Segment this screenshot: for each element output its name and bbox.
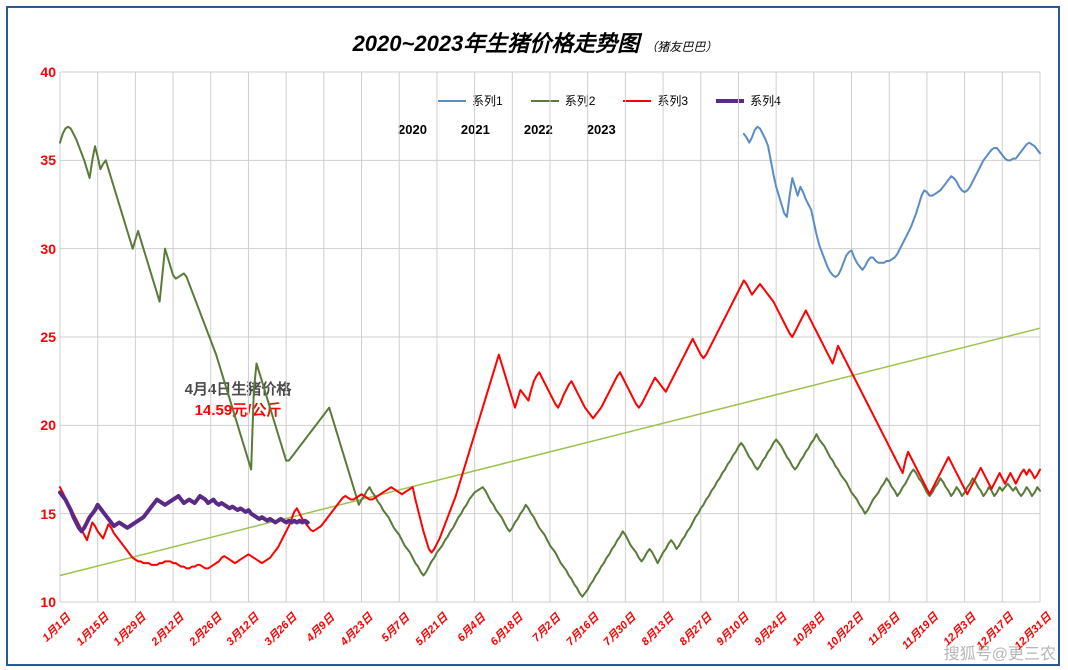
x-tick-label: 1月29日	[110, 609, 150, 649]
y-tick-label: 20	[28, 417, 56, 433]
x-tick-label: 12月17日	[973, 609, 1017, 653]
x-tick-label: 4月23日	[336, 609, 376, 649]
x-tick-label: 7月16日	[562, 609, 602, 649]
x-tick-label: 2月26日	[185, 609, 225, 649]
y-tick-label: 15	[28, 506, 56, 522]
x-tick-label: 10月8日	[788, 609, 828, 649]
x-tick-label: 5月21日	[411, 609, 451, 649]
x-tick-label: 9月24日	[750, 609, 790, 649]
x-tick-label: 8月27日	[675, 609, 715, 649]
x-tick-label: 11月19日	[898, 609, 942, 653]
x-tick-label: 7月30日	[600, 609, 640, 649]
x-tick-label: 1月1日	[38, 610, 74, 646]
y-tick-label: 10	[28, 594, 56, 610]
x-tick-label: 7月2日	[528, 610, 564, 646]
x-tick-label: 12月3日	[939, 609, 979, 649]
chart-svg	[60, 72, 1040, 602]
x-tick-label: 12月31日	[1010, 609, 1054, 653]
title-main: 2020~2023年生猪价格走势图	[353, 31, 640, 56]
x-tick-label: 11月5日	[864, 609, 903, 648]
chart-frame: 2020~2023年生猪价格走势图 （猪友巴巴） 系列1 系列2 系列3 系列4…	[6, 6, 1060, 666]
y-tick-label: 25	[28, 329, 56, 345]
title-sub: （猪友巴巴）	[645, 40, 717, 54]
x-tick-label: 6月4日	[453, 610, 489, 646]
x-tick-label: 4月9日	[302, 610, 338, 646]
y-tick-label: 40	[28, 64, 56, 80]
x-tick-label: 3月12日	[223, 609, 263, 649]
x-tick-label: 6月18日	[487, 609, 527, 649]
x-tick-label: 9月10日	[713, 609, 753, 649]
x-tick-label: 2月12日	[147, 609, 187, 649]
chart-title: 2020~2023年生猪价格走势图 （猪友巴巴）	[8, 26, 1062, 58]
x-tick-label: 8月13日	[637, 609, 677, 649]
y-tick-label: 30	[28, 241, 56, 257]
x-tick-label: 5月7日	[377, 610, 413, 646]
x-tick-label: 10月22日	[822, 609, 866, 653]
x-tick-label: 3月26日	[260, 609, 300, 649]
y-tick-label: 35	[28, 152, 56, 168]
x-tick-label: 1月15日	[72, 609, 112, 649]
